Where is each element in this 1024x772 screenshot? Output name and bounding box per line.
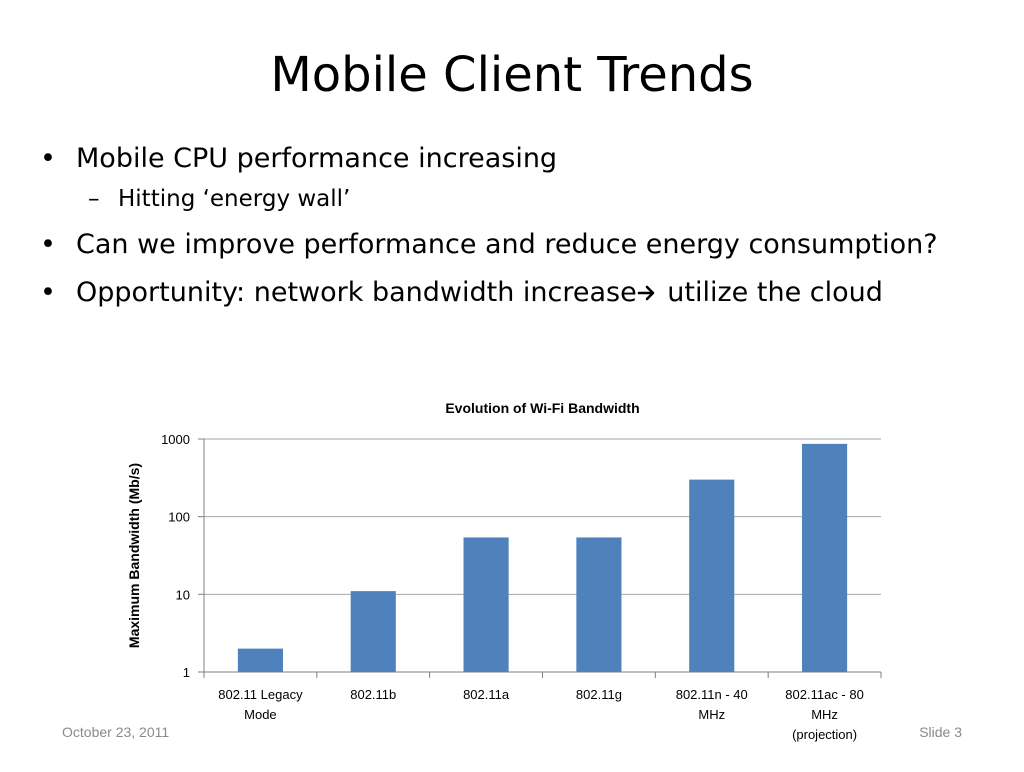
x-tick-label: 802.11ac - 80: [785, 687, 864, 702]
bullet-item: • Opportunity: network bandwidth increas…: [36, 272, 996, 314]
x-tick-label: 802.11a: [463, 687, 510, 702]
bar: [576, 537, 622, 672]
right-arrow-icon: [637, 272, 659, 314]
bullet-text: Can we improve performance and reduce en…: [76, 229, 938, 260]
footer-slide-number: Slide 3: [919, 724, 962, 740]
bullet-text-after: utilize the cloud: [658, 277, 883, 308]
x-tick-label: 802.11n - 40: [676, 687, 748, 702]
chart-title: Evolution of Wi-Fi Bandwidth: [445, 400, 639, 416]
bullet-list: • Mobile CPU performance increasing – Hi…: [36, 138, 996, 314]
sub-bullet-item: – Hitting ‘energy wall’: [36, 180, 996, 218]
bullet-text: Mobile CPU performance increasing: [76, 143, 558, 174]
bar: [237, 648, 283, 672]
bullet-text-before: Opportunity: network bandwidth increase: [76, 277, 637, 308]
bullet-dot: •: [40, 143, 56, 174]
bullet-dot: •: [40, 277, 56, 308]
bullet-dot: •: [40, 229, 56, 260]
sub-bullet-dash: –: [88, 186, 100, 212]
slide-title: Mobile Client Trends: [270, 47, 754, 103]
bar: [802, 443, 848, 672]
x-tick-label: 802.11g: [576, 687, 622, 702]
y-tick-label: 10: [176, 587, 190, 602]
y-tick-label: 1: [183, 665, 190, 680]
footer-date: October 23, 2011: [62, 724, 170, 740]
x-tick-label: (projection): [792, 727, 857, 742]
x-tick-label: 802.11 Legacy: [218, 687, 303, 702]
y-tick-label: 1000: [161, 432, 190, 447]
y-axis-label: Maximum Bandwidth (Mb/s): [126, 463, 142, 648]
x-tick-label: 802.11b: [350, 687, 396, 702]
bar: [689, 479, 735, 672]
bar: [463, 537, 509, 672]
bullet-item: • Can we improve performance and reduce …: [36, 224, 996, 266]
bullet-item: • Mobile CPU performance increasing: [36, 138, 996, 180]
x-tick-label: MHz: [811, 707, 838, 722]
bar: [350, 591, 396, 672]
x-tick-label: Mode: [244, 707, 277, 722]
y-tick-label: 100: [168, 510, 190, 525]
sub-bullet-text: Hitting ‘energy wall’: [118, 186, 351, 212]
x-tick-label: MHz: [698, 707, 725, 722]
